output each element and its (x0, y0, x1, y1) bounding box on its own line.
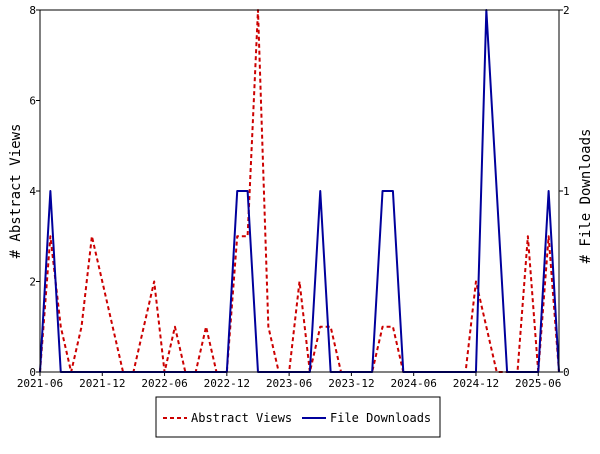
right-tick-label: 2 (563, 4, 570, 17)
plot-area-border (39, 9, 560, 373)
x-tick-label: 2021-06 (17, 377, 63, 390)
left-axis-ticks: 0 2 4 6 8 (29, 4, 40, 379)
legend-label-file-downloads: File Downloads (330, 411, 431, 425)
left-tick-label: 4 (29, 185, 36, 198)
left-axis-title: # Abstract Views (8, 124, 24, 259)
right-tick-label: 0 (563, 366, 570, 379)
x-tick-label: 2021-12 (79, 377, 125, 390)
x-tick-label: 2023-12 (328, 377, 374, 390)
right-axis-ticks: 0 1 2 (559, 4, 570, 379)
x-axis-ticks: 2021-06 2021-12 2022-06 2022-12 2023-06 2023-… (17, 372, 561, 390)
legend-label-abstract-views: Abstract Views (191, 411, 292, 425)
right-tick-label: 1 (563, 185, 570, 198)
x-tick-label: 2023-06 (266, 377, 312, 390)
legend: Abstract Views File Downloads (155, 396, 441, 438)
x-tick-label: 2022-12 (204, 377, 250, 390)
left-tick-label: 0 (29, 366, 36, 379)
left-tick-label: 6 (29, 95, 36, 108)
x-tick-label: 2024-12 (453, 377, 499, 390)
left-tick-label: 2 (29, 276, 36, 289)
series-line-file-downloads (39, 9, 560, 373)
legend-box (155, 396, 441, 438)
left-tick-label: 8 (29, 4, 36, 17)
x-tick-label: 2022-06 (141, 377, 187, 390)
right-axis-title: # File Downloads (578, 129, 594, 264)
series-layer (39, 9, 560, 373)
x-tick-label: 2025-06 (515, 377, 561, 390)
x-tick-label: 2024-06 (391, 377, 437, 390)
